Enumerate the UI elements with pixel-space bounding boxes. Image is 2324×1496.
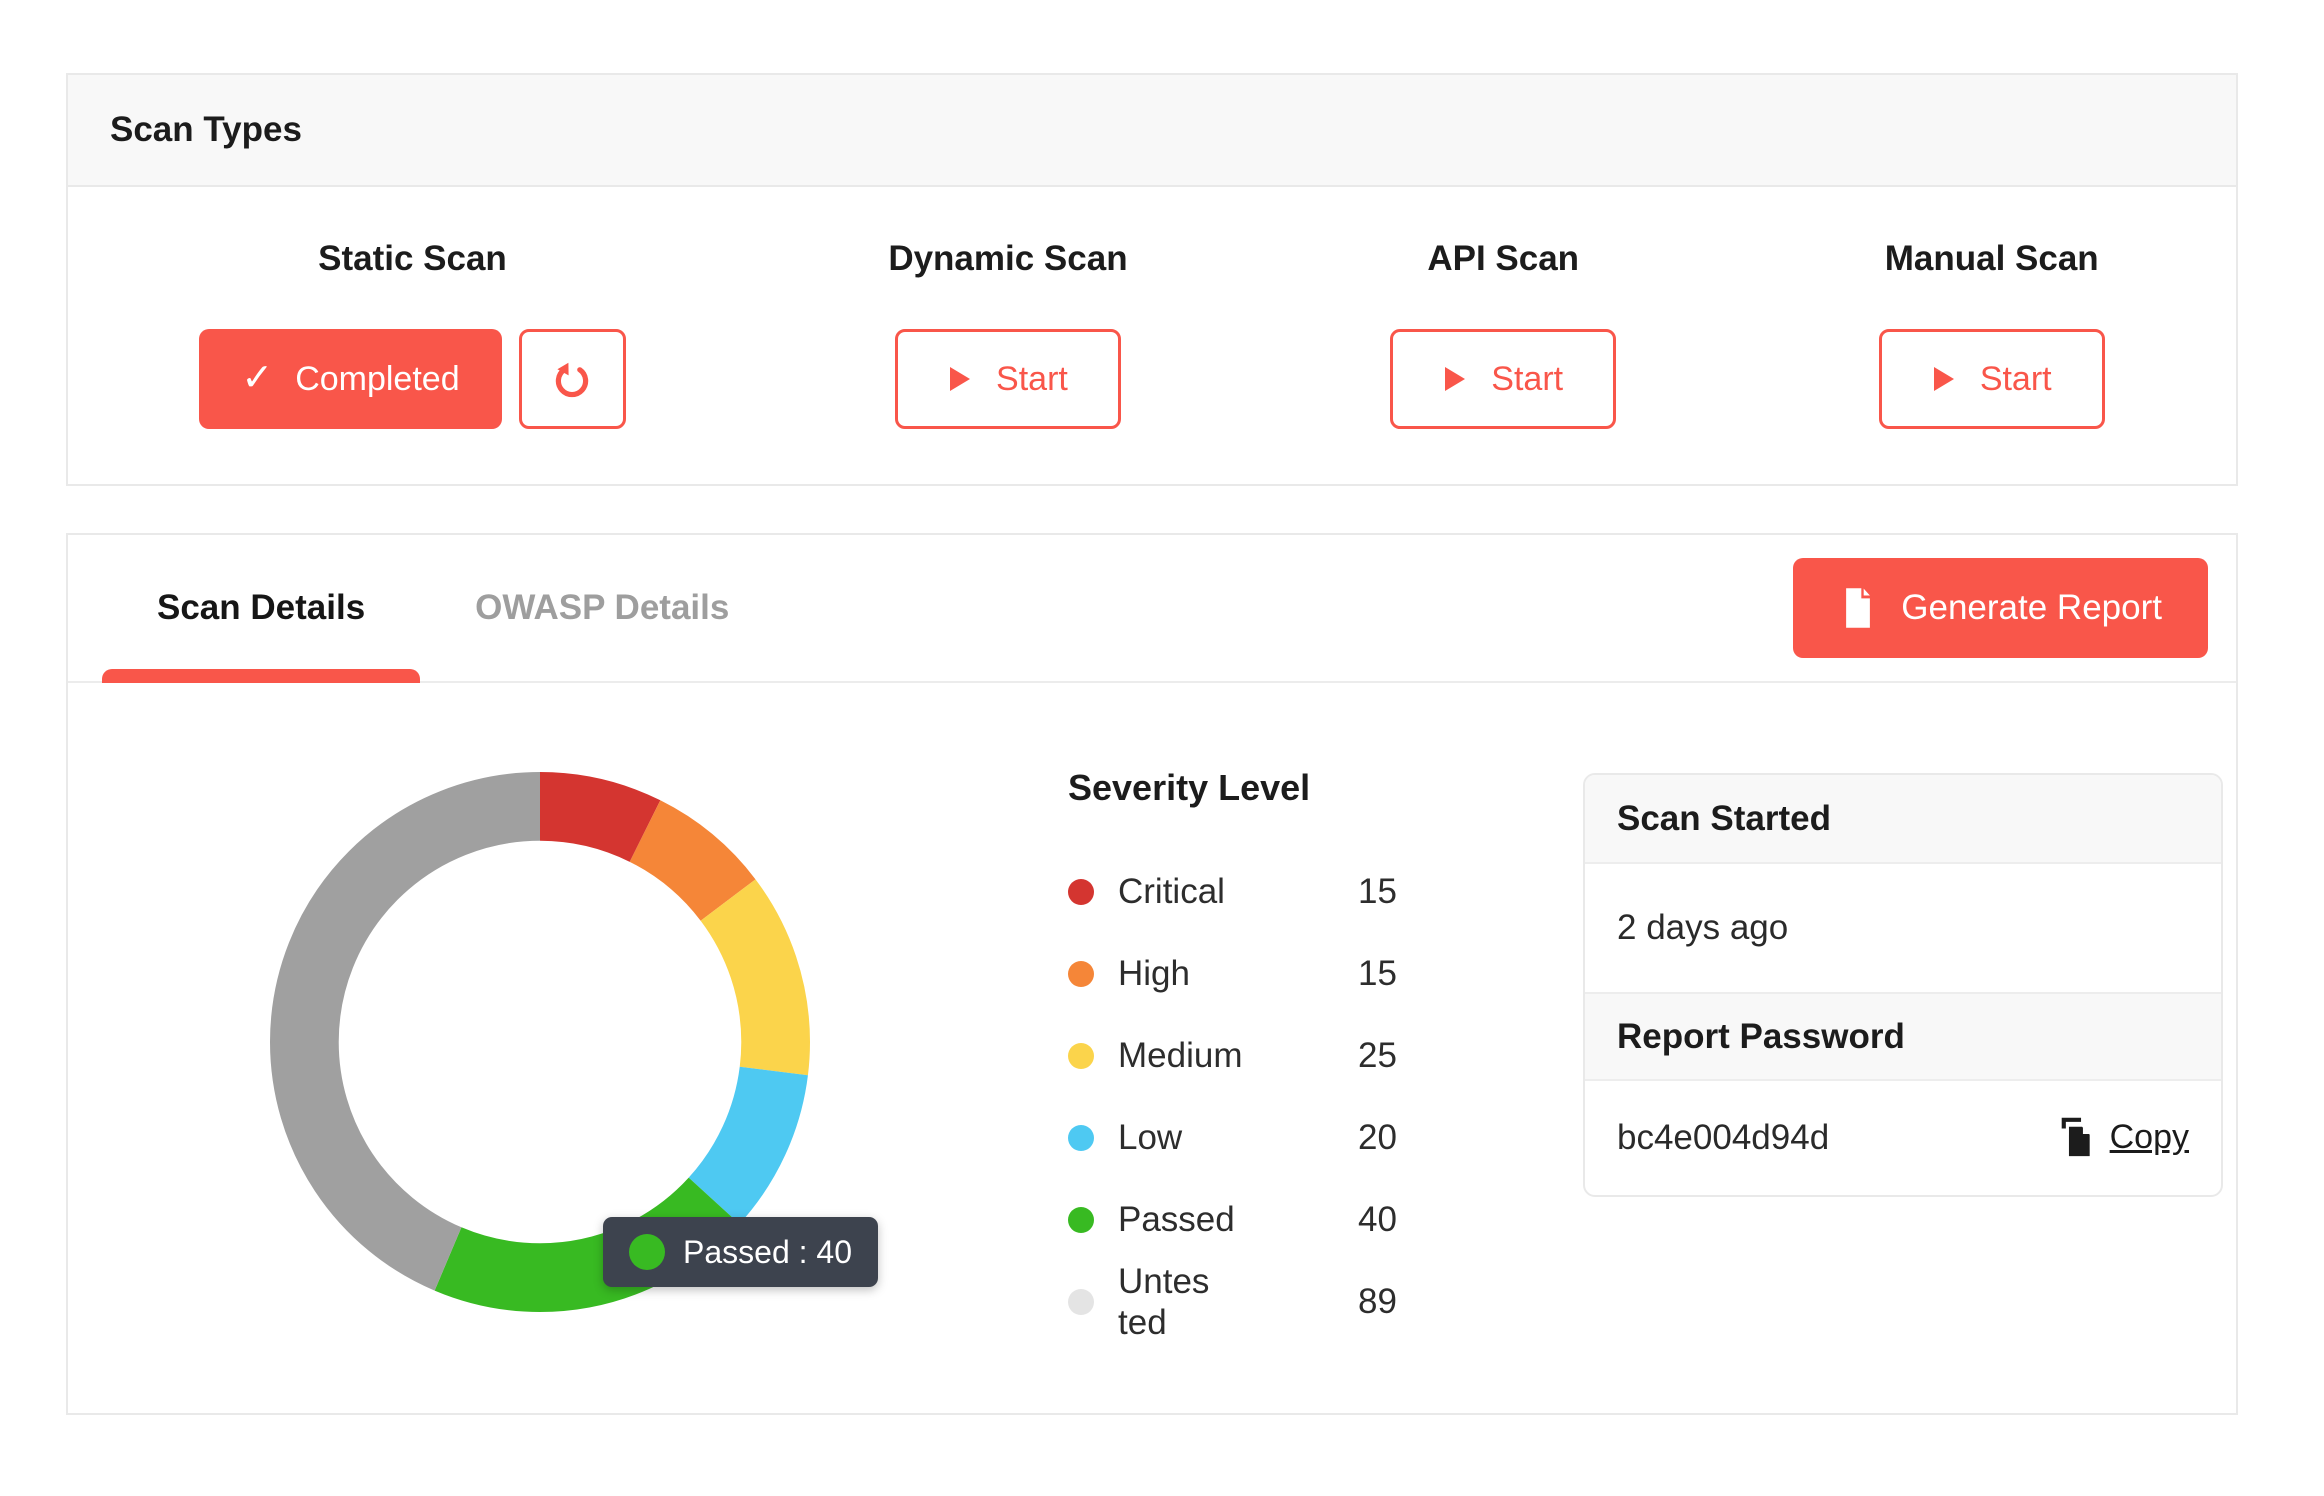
scan-started-header: Scan Started (1585, 775, 2221, 864)
generate-report-label: Generate Report (1901, 588, 2162, 627)
scan-type-label: API Scan (1427, 239, 1580, 278)
legend-dot-medium (1068, 1043, 1094, 1069)
legend-item-low[interactable]: Low 20 (1068, 1097, 1428, 1179)
scan-type-label: Static Scan (318, 239, 507, 278)
legend-value: 20 (1358, 1118, 1397, 1157)
dynamic-scan-start-button[interactable]: Start (895, 329, 1121, 429)
donut-svg[interactable] (270, 772, 810, 1312)
scan-type-dynamic-scan: Dynamic Scan Start (888, 239, 1128, 429)
copy-label: Copy (2109, 1118, 2189, 1156)
check-icon: ✓ (241, 357, 274, 399)
scan-info-panel: Scan Started 2 days ago Report Password … (1583, 773, 2223, 1197)
tooltip-text: Passed : 40 (683, 1233, 852, 1270)
play-icon (948, 365, 972, 393)
legend-value: 25 (1358, 1036, 1397, 1075)
scan-started-value: 2 days ago (1617, 908, 1789, 947)
legend-label: Medium (1118, 1036, 1243, 1076)
scan-types-row: Static Scan ✓ Completed Dynamic Scan Start AP… (68, 187, 2236, 429)
legend-label: Critical (1118, 872, 1225, 912)
legend-dot-passed (1068, 1207, 1094, 1233)
legend-title: Severity Level (1068, 767, 1311, 808)
scan-type-buttons: Start (895, 329, 1121, 429)
generate-report-button[interactable]: Generate Report (1793, 558, 2208, 658)
copy-password-link[interactable]: Copy (2056, 1117, 2189, 1159)
button-label: Completed (295, 359, 460, 398)
donut-slice-passed[interactable] (270, 772, 810, 1312)
severity-donut-chart[interactable]: Passed : 40 (270, 772, 878, 1312)
legend-dot-high (1068, 961, 1094, 987)
static-scan-completed-button[interactable]: ✓ Completed (199, 329, 502, 429)
button-label: Start (1491, 359, 1564, 398)
scan-type-label: Manual Scan (1884, 239, 2099, 278)
play-icon (1932, 365, 1956, 393)
donut-slice-medium[interactable] (270, 772, 810, 1312)
legend-label: Low (1118, 1118, 1183, 1158)
copy-icon (2056, 1117, 2094, 1159)
report-password-value: bc4e004d94d (1617, 1117, 1830, 1157)
legend-label: Untes ted (1118, 1262, 1210, 1343)
scan-types-title: Scan Types (110, 110, 302, 149)
legend-value: 15 (1358, 872, 1397, 911)
scan-details-panel: Passed : 40 Severity Level Critical 15 Hig… (68, 683, 2236, 1411)
legend-label: Passed (1118, 1200, 1235, 1240)
document-icon (1839, 585, 1877, 631)
tooltip-series-dot (629, 1234, 665, 1270)
static-scan-restart-button[interactable] (518, 329, 626, 429)
legend-value: 15 (1358, 954, 1397, 993)
scan-types-card: Scan Types Static Scan ✓ Completed Dynamic … (66, 73, 2238, 486)
report-password-header: Report Password (1585, 992, 2221, 1081)
tab-scan-details[interactable]: Scan Details (102, 535, 421, 683)
chart-tooltip: Passed : 40 (603, 1217, 878, 1287)
scan-type-manual-scan: Manual Scan Start (1878, 239, 2105, 429)
legend-dot-critical (1068, 879, 1094, 905)
legend-value: 89 (1358, 1282, 1397, 1322)
button-label: Start (1979, 359, 2052, 398)
details-tabs: Scan Details OWASP Details (102, 535, 784, 683)
legend-dot-untested (1068, 1289, 1094, 1316)
legend-item-passed[interactable]: Passed 40 (1068, 1179, 1428, 1261)
restart-icon (548, 355, 596, 403)
legend-item-high[interactable]: High 15 (1068, 933, 1428, 1015)
button-label: Start (996, 359, 1068, 398)
play-icon (1443, 365, 1467, 393)
legend-dot-low (1068, 1125, 1094, 1151)
report-password-row: bc4e004d94d Copy (1585, 1081, 2221, 1194)
scan-type-buttons: Start (1390, 329, 1617, 429)
legend-item-critical[interactable]: Critical 15 (1068, 851, 1428, 933)
legend-item-medium[interactable]: Medium 25 (1068, 1015, 1428, 1097)
scan-type-label: Dynamic Scan (888, 239, 1128, 278)
scan-details-card: Scan Details OWASP Details Generate Repor… (66, 533, 2238, 1415)
donut-slice-untested[interactable] (270, 772, 810, 1312)
manual-scan-start-button[interactable]: Start (1878, 329, 2105, 429)
scan-type-buttons: Start (1878, 329, 2105, 429)
severity-legend: Severity Level Critical 15 High 15 Medium 25 L… (1068, 767, 1428, 1344)
scan-type-buttons: ✓ Completed (199, 329, 626, 429)
tab-owasp-details[interactable]: OWASP Details (475, 588, 730, 627)
scan-type-static-scan: Static Scan ✓ Completed (199, 239, 626, 429)
details-header: Scan Details OWASP Details Generate Repor… (68, 535, 2236, 683)
api-scan-start-button[interactable]: Start (1390, 329, 1617, 429)
legend-item-untested[interactable]: Untes ted 89 (1068, 1261, 1428, 1344)
legend-label: High (1118, 954, 1190, 994)
legend-value: 40 (1358, 1200, 1397, 1239)
legend-rows: Critical 15 High 15 Medium 25 Low 20 Passed 40 Unt… (1068, 851, 1428, 1344)
scan-type-api-scan: API Scan Start (1390, 239, 1617, 429)
scan-types-header: Scan Types (68, 75, 2236, 187)
